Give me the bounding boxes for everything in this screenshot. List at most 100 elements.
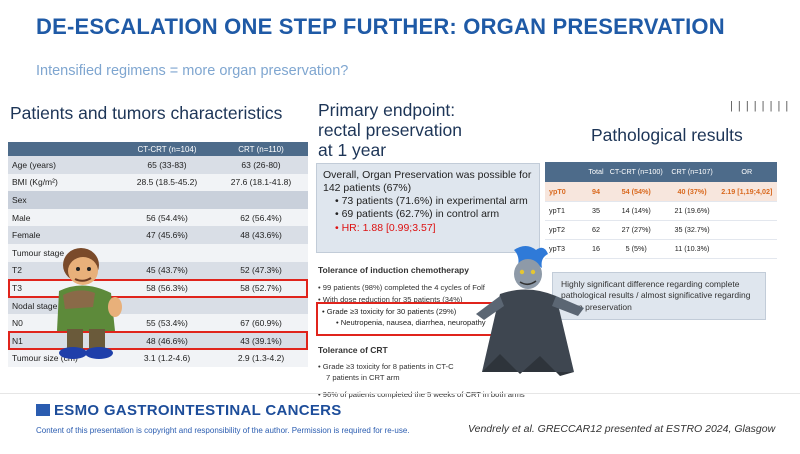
patients-col-crt: CRT (n=110) — [214, 142, 308, 156]
patients-cell-label: Female — [8, 226, 120, 244]
pathology-col-crt: CRT (n=107) — [667, 162, 717, 182]
patients-cell-ct-crt: 45 (43.7%) — [120, 261, 214, 280]
tolerance-induction-title: Tolerance of induction chemotherapy — [318, 265, 469, 275]
patients-cell-crt: 43 (39.1%) — [214, 331, 308, 350]
endpoint-heading: Primary endpoint: rectal preservation at… — [318, 100, 462, 160]
patients-heading: Patients and tumors characteristics — [10, 103, 283, 123]
pathology-cell-label: ypT0 — [545, 182, 587, 202]
patients-cell-ct-crt: 58 (56.3%) — [120, 279, 214, 297]
tolerance-crt-title: Tolerance of CRT — [318, 345, 388, 355]
pathology-col-total: Total — [587, 162, 605, 182]
tolerance-crt-bullet: Grade ≥3 toxicity for 8 patients in CT-C — [318, 361, 528, 372]
endpoint-bullet-control: 69 patients (62.7%) in control arm — [335, 208, 533, 221]
pathology-heading: Pathological results — [591, 125, 743, 145]
patients-cell-label: BMI (Kg/m²) — [8, 173, 120, 192]
pathology-cell-or — [716, 201, 777, 221]
patients-col-label — [8, 142, 120, 156]
pathology-cell-label: ypT1 — [545, 201, 587, 221]
patients-cell-crt — [214, 191, 308, 209]
pathology-col-ct-crt: CT-CRT (n=100) — [604, 162, 668, 182]
pathology-table: Total CT-CRT (n=100) CRT (n=107) OR ypT0… — [545, 162, 777, 259]
copyright-disclaimer: Content of this presentation is copyrigh… — [36, 426, 410, 435]
esmo-logo: ESMO GASTROINTESTINAL CANCERS — [36, 402, 342, 419]
citation: Vendrely et al. GRECCAR12 presented at E… — [468, 423, 776, 435]
patients-cell-crt — [214, 296, 308, 315]
tolerance-crt-bullet-cont: 7 patients in CRT arm — [326, 373, 400, 382]
patients-cell-ct-crt: 55 (53.4%) — [120, 314, 214, 332]
pathology-cell-or — [716, 239, 777, 259]
pathology-cell-total: 35 — [587, 201, 605, 221]
pathology-cell-or — [716, 220, 777, 240]
pathology-row: ypT1 35 14 (14%) 21 (19.6%) — [545, 201, 777, 221]
endpoint-bullet-experimental: 73 patients (71.6%) in experimental arm — [335, 195, 533, 208]
pathology-cell-ct: 14 (14%) — [604, 201, 668, 221]
pathology-cell-label: ypT3 — [545, 239, 587, 259]
patients-cell-ct-crt: 56 (54.4%) — [120, 208, 214, 227]
patients-cell-ct-crt: 28.5 (18.5-45.2) — [120, 173, 214, 192]
slide-subtitle: Intensified regimens = more organ preser… — [36, 63, 349, 79]
patients-row: Male 56 (54.4%) 62 (56.4%) — [8, 208, 308, 227]
patients-cell-label: Sex — [8, 191, 120, 209]
tolerance-crt-bullet: 96% of patients completed the 5 weeks of… — [318, 389, 528, 400]
pathology-col-or: OR — [716, 162, 777, 182]
cartoon-character-illustration — [57, 248, 122, 359]
endpoint-summary: Overall, Organ Preservation was possible… — [323, 169, 532, 195]
endpoint-heading-line1: Primary endpoint: — [318, 100, 456, 120]
patients-cell-ct-crt: 48 (46.6%) — [120, 331, 214, 350]
toxicity-types: • Neutropenia, nausea, diarrhea, neuropa… — [336, 318, 486, 328]
patients-table: CT-CRT (n=104) CRT (n=110) Age (years) 65… — [8, 142, 308, 368]
patients-cell-ct-crt: 3.1 (1.2-4.6) — [120, 349, 214, 368]
tolerance-crt-list: Grade ≥3 toxicity for 8 patients in CT-C… — [318, 361, 528, 400]
patients-cell-crt — [214, 243, 308, 262]
pathology-row: ypT0 94 54 (54%) 40 (37%) 2.19 [1,19;4,02] — [545, 182, 777, 202]
patients-cell-crt: 52 (47.3%) — [214, 261, 308, 280]
n1-highlight-box — [8, 331, 308, 350]
pathology-cell-or: 2.19 [1,19;4,02] — [716, 182, 777, 202]
patients-row: Age (years) 65 (33-83) 63 (26-80) — [8, 156, 308, 174]
patients-cell-crt: 62 (56.4%) — [214, 208, 308, 227]
patients-cell-ct-crt — [120, 296, 214, 315]
patients-row: Female 47 (45.6%) 48 (43.6%) — [8, 226, 308, 244]
patients-table-header: CT-CRT (n=104) CRT (n=110) — [8, 142, 308, 156]
patients-cell-crt: 63 (26-80) — [214, 156, 308, 174]
patients-cell-crt: 58 (52.7%) — [214, 279, 308, 297]
endpoint-heading-line3: at 1 year — [318, 140, 387, 161]
pathology-cell-total: 94 — [587, 182, 605, 202]
patients-cell-label: Age (years) — [8, 156, 120, 174]
pathology-cell-crt: 40 (37%) — [667, 182, 717, 202]
conclusion-box: Highly significant difference regarding … — [552, 272, 766, 320]
tolerance-induction-bullet: 99 patients (98%) completed the 4 cycles… — [318, 282, 485, 294]
patients-row: Tumour size (cm) 3.1 (1.2-4.6) 2.9 (1.3-4.… — [8, 349, 308, 368]
patients-cell-crt: 27.6 (18.1-41.8) — [214, 173, 308, 192]
patients-col-ct-crt: CT-CRT (n=104) — [120, 142, 214, 156]
endpoint-hazard-ratio: HR: 1.88 [0.99;3.57] — [335, 222, 533, 235]
patients-row: Sex — [8, 191, 308, 209]
pathology-cell-total: 16 — [587, 239, 605, 259]
slide-title: DE-ESCALATION ONE STEP FURTHER: ORGAN PR… — [36, 14, 725, 39]
pathology-table-header: Total CT-CRT (n=100) CRT (n=107) OR — [545, 162, 777, 182]
patients-cell-crt: 67 (60.9%) — [214, 314, 308, 332]
toxicity-grade3: • Grade ≥3 toxicity for 30 patients (29%… — [322, 307, 457, 316]
esmo-logo-mark — [36, 404, 50, 416]
patients-row: BMI (Kg/m²) 28.5 (18.5-45.2) 27.6 (18.1-41… — [8, 173, 308, 192]
pathology-cell-crt: 21 (19.6%) — [667, 201, 717, 221]
patients-cell-ct-crt — [120, 243, 214, 262]
pathology-cell-ct: 54 (54%) — [604, 182, 668, 202]
pathology-cell-crt: 35 (32.7%) — [667, 220, 717, 240]
patients-cell-crt: 2.9 (1.3-4.2) — [214, 349, 308, 368]
t3-highlight-box — [8, 279, 308, 298]
endpoint-summary-box: Overall, Organ Preservation was possible… — [316, 163, 540, 253]
pathology-col-label — [545, 162, 587, 182]
pathology-row: ypT3 16 5 (5%) 11 (10.3%) — [545, 239, 777, 259]
pathology-cell-crt: 11 (10.3%) — [667, 239, 717, 259]
villain-character-illustration — [476, 246, 584, 376]
decorative-bars: | | | | | | | | — [730, 100, 790, 112]
pathology-cell-label: ypT2 — [545, 220, 587, 240]
patients-cell-ct-crt: 65 (33-83) — [120, 156, 214, 174]
pathology-row: ypT2 62 27 (27%) 35 (32.7%) — [545, 220, 777, 240]
patients-cell-crt: 48 (43.6%) — [214, 226, 308, 244]
footer-divider — [0, 393, 800, 394]
tolerance-induction-list: 99 patients (98%) completed the 4 cycles… — [318, 282, 485, 306]
patients-cell-ct-crt: 47 (45.6%) — [120, 226, 214, 244]
patients-cell-label: Male — [8, 208, 120, 227]
